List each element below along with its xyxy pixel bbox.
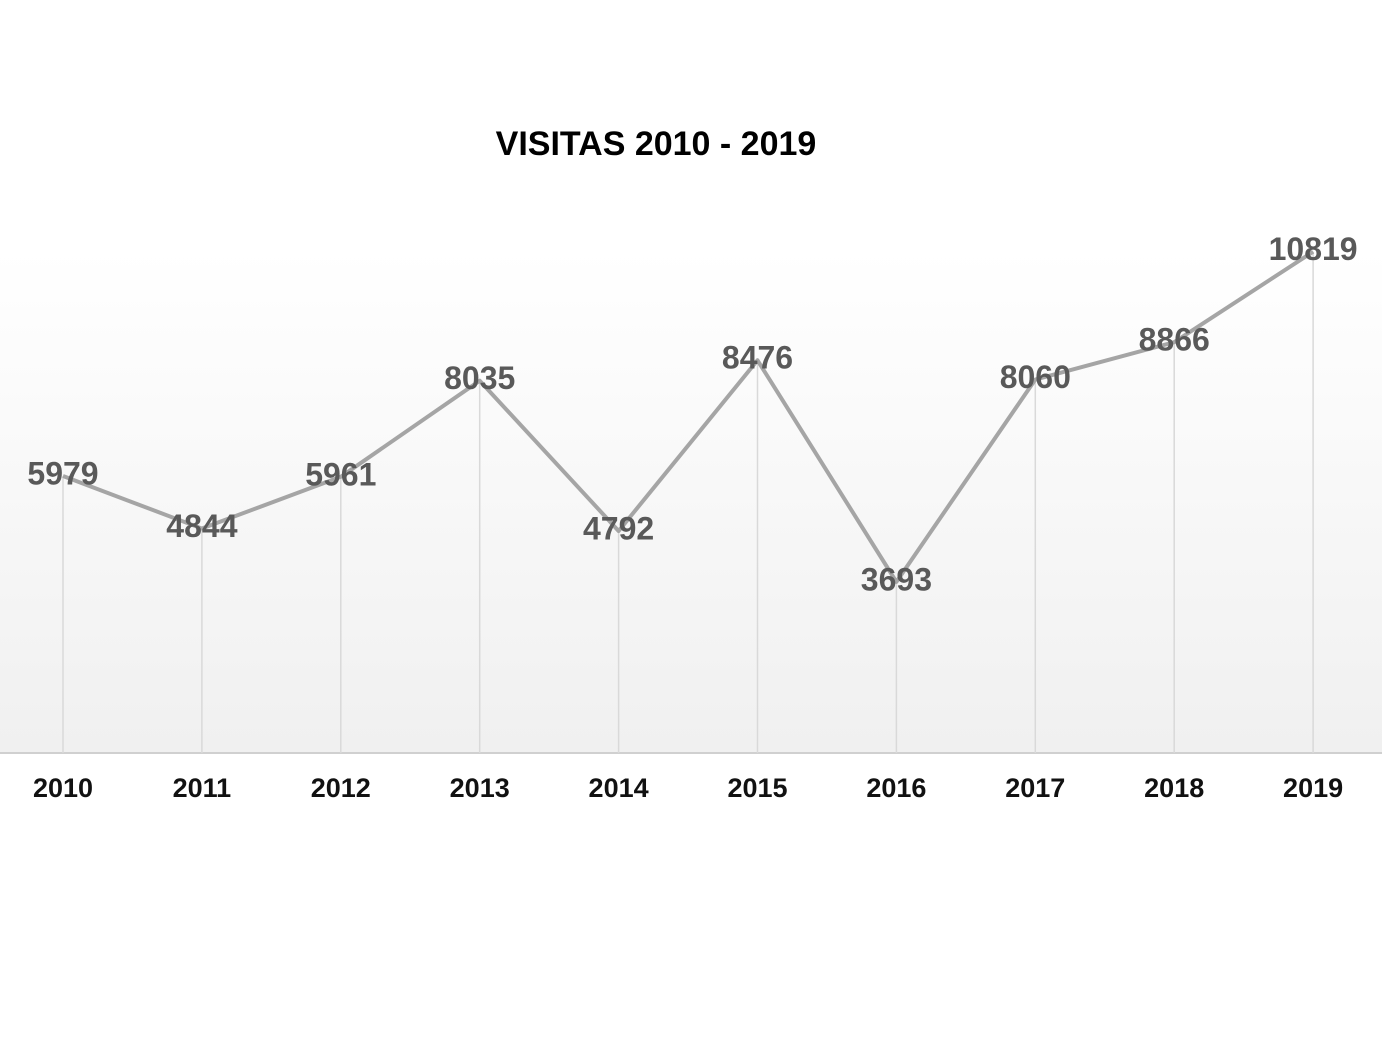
x-tick-label: 2012 xyxy=(311,773,371,803)
data-label: 4792 xyxy=(583,510,654,546)
data-label: 8476 xyxy=(722,340,793,376)
x-tick-label: 2017 xyxy=(1005,773,1065,803)
x-tick-label: 2011 xyxy=(173,773,232,803)
data-label: 8035 xyxy=(444,360,515,396)
x-tick-label: 2013 xyxy=(450,773,510,803)
x-tick-label: 2014 xyxy=(589,773,649,803)
x-tick-label: 2015 xyxy=(727,773,787,803)
data-label: 5961 xyxy=(305,456,376,492)
line-series xyxy=(62,250,1315,584)
data-label: 5979 xyxy=(27,455,98,491)
plot-background xyxy=(0,250,1382,753)
chart-title: VISITAS 2010 - 2019 xyxy=(496,125,817,163)
x-tick-label: 2019 xyxy=(1283,773,1343,803)
data-label: 3693 xyxy=(861,561,932,597)
x-tick-label: 2018 xyxy=(1144,773,1204,803)
data-label: 8866 xyxy=(1139,322,1210,358)
data-label: 10819 xyxy=(1269,231,1358,267)
data-label: 8060 xyxy=(1000,359,1071,395)
data-label: 4844 xyxy=(166,508,237,544)
x-tick-label: 2010 xyxy=(33,773,93,803)
x-tick-label: 2016 xyxy=(866,773,926,803)
